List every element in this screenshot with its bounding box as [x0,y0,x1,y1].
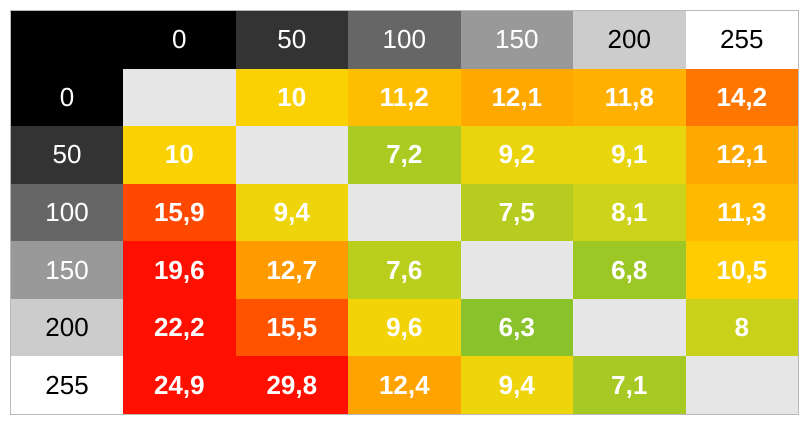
heatmap-cell: 11,3 [685,183,798,242]
column-header: 0 [123,11,236,69]
contrast-heatmap-table: 0 50 100 150 200 255 0 10 11,2 12,1 11,8 14,2 50 10 7,… [10,10,799,415]
heatmap-cell: 22,2 [123,298,236,357]
column-header: 100 [348,11,461,69]
heatmap-cell: 9,4 [235,183,348,242]
heatmap-cell: 7,5 [460,183,573,242]
column-header: 50 [235,11,348,69]
heatmap-cell: 10 [123,126,236,184]
heatmap-cell: 7,6 [348,241,461,299]
heatmap-cell: 19,6 [123,241,236,299]
heatmap-cell: 24,9 [123,356,236,414]
heatmap-cell: 7,1 [573,356,686,414]
row-header: 200 [11,298,123,357]
heatmap-cell: 9,1 [573,126,686,184]
diagonal-cell [123,68,236,127]
column-header: 255 [685,11,798,69]
heatmap-cell: 15,9 [123,183,236,242]
row-header: 50 [11,126,123,184]
heatmap-cell: 8,1 [573,183,686,242]
heatmap-cell: 15,5 [235,298,348,357]
heatmap-cell: 12,1 [460,68,573,127]
heatmap-cell: 9,6 [348,298,461,357]
heatmap-cell: 29,8 [235,356,348,414]
heatmap-cell: 7,2 [348,126,461,184]
heatmap-cell: 12,1 [685,126,798,184]
heatmap-cell: 12,4 [348,356,461,414]
row-header: 150 [11,241,123,299]
diagonal-cell [348,183,461,242]
heatmap-cell: 6,8 [573,241,686,299]
heatmap-cell: 9,2 [460,126,573,184]
heatmap-cell: 12,7 [235,241,348,299]
heatmap-cell: 10 [235,68,348,127]
heatmap-cell: 9,4 [460,356,573,414]
diagonal-cell [460,241,573,299]
heatmap-cell: 8 [685,298,798,357]
column-header: 200 [573,11,686,69]
diagonal-cell [685,356,798,414]
row-header: 100 [11,183,123,242]
heatmap-cell: 11,8 [573,68,686,127]
heatmap-cell: 6,3 [460,298,573,357]
heatmap-cell: 14,2 [685,68,798,127]
row-header: 0 [11,68,123,127]
heatmap-cell: 10,5 [685,241,798,299]
column-header: 150 [460,11,573,69]
heatmap-cell: 11,2 [348,68,461,127]
diagonal-cell [235,126,348,184]
row-header: 255 [11,356,123,414]
corner-cell [11,11,123,69]
diagonal-cell [573,298,686,357]
